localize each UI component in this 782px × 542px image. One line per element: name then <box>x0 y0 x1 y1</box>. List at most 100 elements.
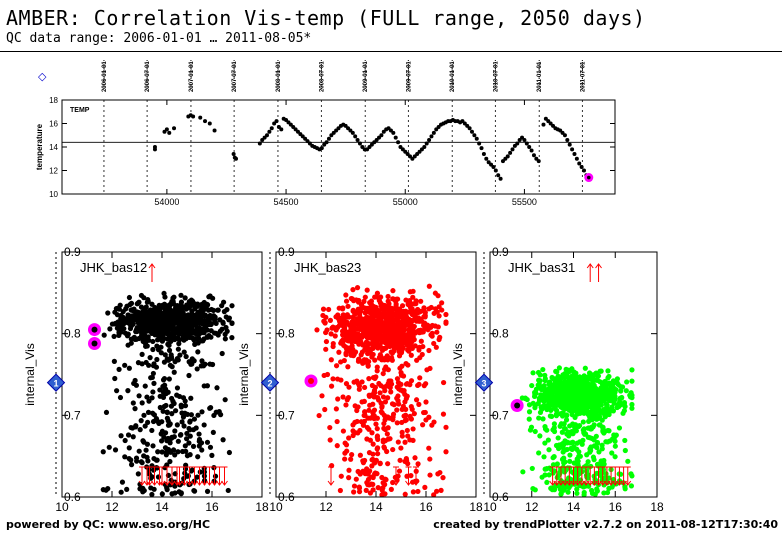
timeline-point <box>572 152 577 157</box>
scatter-point <box>141 295 147 301</box>
scatter-point <box>224 307 230 313</box>
scatter-point <box>370 451 376 457</box>
scatter-point <box>175 346 181 352</box>
timeline-point <box>536 159 541 164</box>
scatter-point <box>565 489 571 495</box>
scatter-point <box>410 437 416 444</box>
outlier-arrow-down-head <box>221 480 228 486</box>
scatter-point <box>362 409 368 415</box>
scatter-point <box>323 314 329 320</box>
scatter-point <box>429 422 435 428</box>
scatter-point <box>154 356 160 363</box>
footer-powered-by: powered by QC: www.eso.org/HC <box>6 518 211 531</box>
scatter-point <box>395 439 401 445</box>
scatter-point <box>423 399 429 405</box>
timeline-panel: 2006-01-01 2006-07-01 2007-01-01 2007-07-01… <box>35 60 616 207</box>
scatter-point <box>443 311 449 318</box>
scatter-point <box>423 417 429 423</box>
timeline-highlight-center <box>586 175 591 180</box>
scatter-point <box>335 396 341 402</box>
scatter-point <box>380 394 387 400</box>
scatter-point <box>136 448 142 454</box>
outlier-arrow-down-head <box>138 480 146 486</box>
scatter-point <box>172 452 178 458</box>
timeline-point <box>515 141 520 146</box>
scatter-point <box>424 322 430 328</box>
scatter-point <box>537 433 543 439</box>
scatter-point <box>536 415 542 421</box>
scatter-highlight-center <box>308 378 314 385</box>
timeline-point <box>529 148 534 153</box>
scatter-point <box>594 377 601 383</box>
scatter-point <box>411 411 417 417</box>
scatter-point <box>178 292 184 298</box>
scatter-y-tick-label: 0.9 <box>492 245 509 259</box>
scatter-point <box>178 432 184 438</box>
scatter-point <box>629 405 635 411</box>
scatter-point <box>395 332 402 338</box>
scatter-point <box>532 402 538 408</box>
scatter-point <box>555 373 561 379</box>
scatter-point <box>187 331 193 337</box>
scatter-point <box>568 391 575 398</box>
scatter-point <box>367 468 373 474</box>
timeline-point <box>319 146 324 151</box>
scatter-point <box>336 322 343 329</box>
scatter-point <box>609 484 615 490</box>
scatter-x-tick-label: 10 <box>483 500 497 514</box>
scatter-point <box>365 482 371 488</box>
scatter-point <box>187 419 193 425</box>
scatter-point <box>526 402 533 408</box>
scatter-point <box>621 408 627 414</box>
scatter-point <box>353 476 359 482</box>
scatter-point <box>539 474 545 480</box>
scatter-point <box>383 345 389 351</box>
scatter-point <box>602 428 608 434</box>
outlier-arrow-down-head <box>158 480 166 486</box>
scatter-point <box>416 309 422 315</box>
scatter-point <box>137 321 143 327</box>
scatter-point <box>563 413 570 419</box>
scatter-point <box>612 434 618 440</box>
timeline-point <box>431 130 436 135</box>
scatter-point <box>382 399 389 405</box>
scatter-point <box>610 393 616 399</box>
scatter-point <box>561 372 567 378</box>
scatter-point <box>178 491 184 497</box>
scatter-point <box>422 484 428 490</box>
scatter-point <box>379 474 385 481</box>
scatter-highlight-center <box>91 326 98 333</box>
scatter-point <box>432 290 438 296</box>
scatter-point <box>350 287 356 293</box>
scatter-point <box>600 466 607 473</box>
scatter-point <box>394 376 401 382</box>
scatter-point <box>215 307 221 313</box>
scatter-point <box>153 416 160 422</box>
scatter-point <box>211 412 217 419</box>
scatter-point <box>379 492 385 498</box>
scatter-point <box>587 399 593 406</box>
scatter-point <box>580 419 586 425</box>
timeline-point <box>164 127 169 132</box>
scatter-point <box>177 352 183 358</box>
scatter-point <box>151 455 157 462</box>
scatter-y-tick-label: 0.7 <box>278 408 295 422</box>
scatter-point <box>200 363 207 369</box>
scatter-point <box>330 340 336 347</box>
scatter-point <box>353 297 359 303</box>
scatter-point <box>380 480 386 486</box>
scatter-point <box>587 414 593 420</box>
scatter-point <box>116 366 122 372</box>
scatter-point <box>594 461 601 467</box>
timeline-point <box>510 147 515 152</box>
outlier-arrow-down-head <box>211 480 218 486</box>
scatter-point <box>188 412 194 418</box>
scatter-point <box>411 337 417 343</box>
timeline-point <box>565 137 570 142</box>
scatter-point <box>189 356 195 362</box>
scatter-point <box>377 390 383 396</box>
scatter-point <box>443 449 449 455</box>
scatter-point <box>139 400 145 406</box>
scatter-point <box>603 471 609 477</box>
timeline-point <box>474 136 479 141</box>
